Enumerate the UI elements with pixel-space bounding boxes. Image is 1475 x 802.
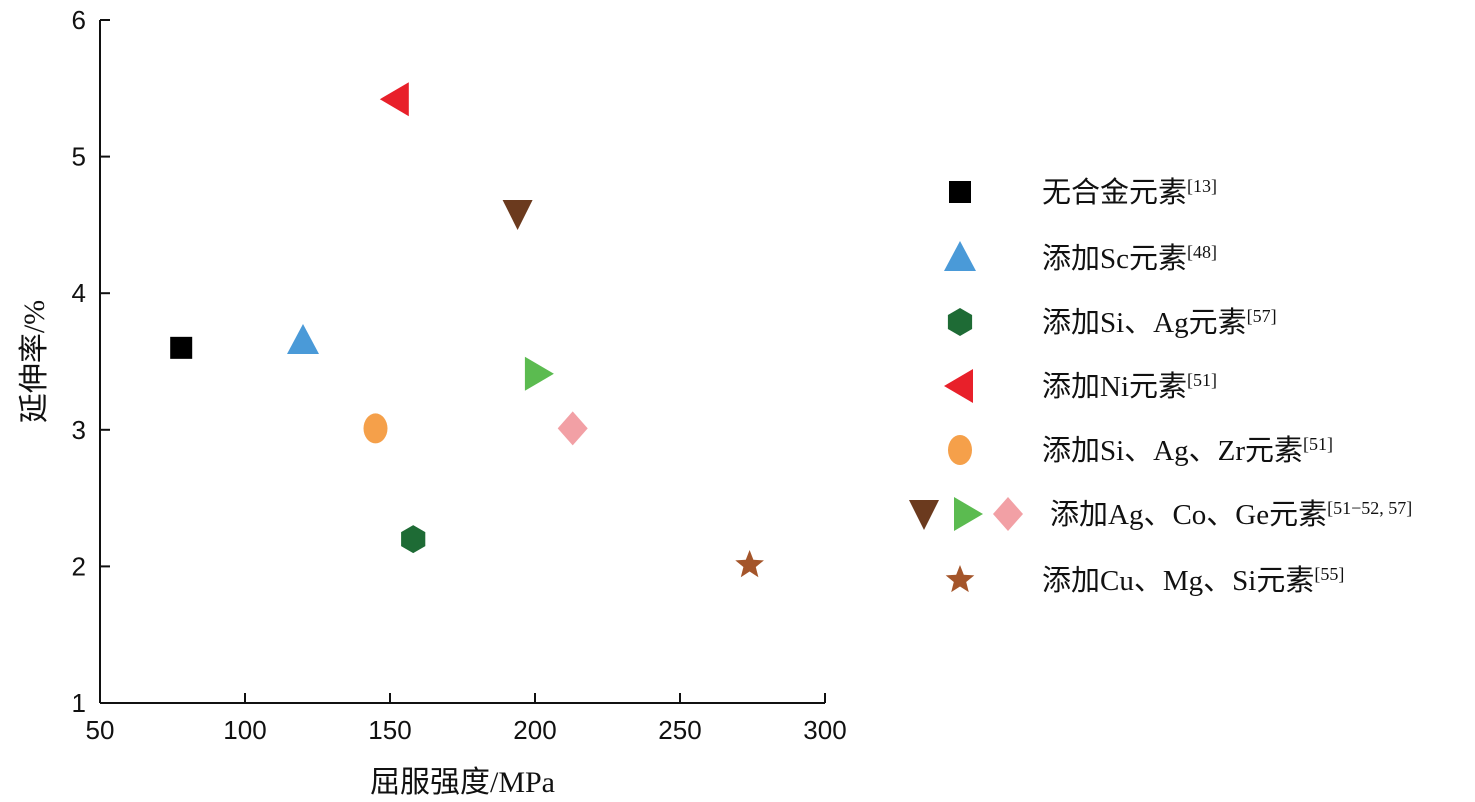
y-tick-label: 6 (72, 5, 86, 35)
legend-reference: [51] (1187, 370, 1217, 390)
legend-label: 无合金元素[13] (1042, 176, 1217, 209)
legend-entry: 添加Sc元素[48] (944, 241, 1217, 275)
axes: 50 100 150 200 250 300 1 2 3 4 5 6 屈服强度/MPa 延伸率/% (18, 5, 847, 799)
legend-label: 添加Sc元素[48] (1042, 242, 1217, 275)
legend-label: 添加Si、Ag元素[57] (1042, 306, 1277, 339)
data-point-triangle-left (379, 82, 409, 117)
data-point-hexagon (401, 525, 426, 554)
legend-marker-triangle-left (944, 369, 973, 403)
data-point-star (735, 550, 764, 578)
data-points (170, 82, 764, 578)
legend-marker-circle (948, 435, 972, 465)
y-tick-label: 2 (72, 551, 86, 581)
legend-reference: [55] (1314, 564, 1344, 584)
data-point-circle (363, 413, 388, 444)
y-tick-label: 1 (72, 688, 86, 718)
y-tick-label: 3 (72, 415, 86, 445)
x-axis-label: 屈服强度/MPa (370, 766, 555, 799)
x-tick-label: 50 (86, 715, 115, 745)
legend-entry: 添加Si、Ag元素[57] (947, 306, 1277, 339)
legend-marker-hexagon (947, 308, 973, 336)
legend-reference: [51] (1303, 434, 1333, 454)
x-tick-label: 250 (658, 715, 701, 745)
legend-label: 添加Si、Ag、Zr元素[51] (1042, 434, 1333, 467)
y-axis-label: 延伸率/% (18, 300, 51, 423)
legend-marker-square (949, 181, 971, 203)
data-point-triangle-right (524, 356, 554, 391)
legend-reference: [51−52, 57] (1327, 498, 1412, 518)
legend-label: 添加Ag、Co、Ge元素[51−52, 57] (1050, 498, 1412, 531)
data-point-triangle-up (287, 324, 319, 355)
legend-reference: [13] (1187, 176, 1217, 196)
y-tick-label: 5 (72, 142, 86, 172)
legend-entry: 添加Ag、Co、Ge元素[51−52, 57] (909, 497, 1412, 531)
data-point-diamond (557, 411, 588, 446)
legend: 无合金元素[13] 添加Sc元素[48] 添加Si、Ag元素[57] 添加Ni元素[5… (909, 176, 1412, 597)
legend-entry: 添加Cu、Mg、Si元素[55] (945, 564, 1344, 597)
legend-entry: 添加Ni元素[51] (944, 369, 1217, 403)
y-tick-label: 4 (72, 278, 86, 308)
x-tick-label: 150 (368, 715, 411, 745)
x-tick-label: 300 (803, 715, 846, 745)
legend-marker-star (945, 565, 975, 593)
legend-marker-triangle-right (954, 497, 983, 531)
legend-reference: [48] (1187, 242, 1217, 262)
legend-label: 添加Ni元素[51] (1042, 370, 1217, 403)
legend-reference: [57] (1247, 306, 1277, 326)
legend-label: 添加Cu、Mg、Si元素[55] (1042, 564, 1344, 597)
legend-entry: 无合金元素[13] (949, 176, 1217, 209)
legend-marker-triangle-down (909, 500, 939, 530)
x-tick-label: 100 (223, 715, 266, 745)
legend-marker-triangle-up (944, 241, 976, 271)
legend-marker-diamond (993, 497, 1023, 531)
x-tick-label: 200 (513, 715, 556, 745)
legend-entry: 添加Si、Ag、Zr元素[51] (948, 434, 1333, 467)
data-point-square (170, 336, 193, 359)
data-point-triangle-down (502, 199, 533, 230)
